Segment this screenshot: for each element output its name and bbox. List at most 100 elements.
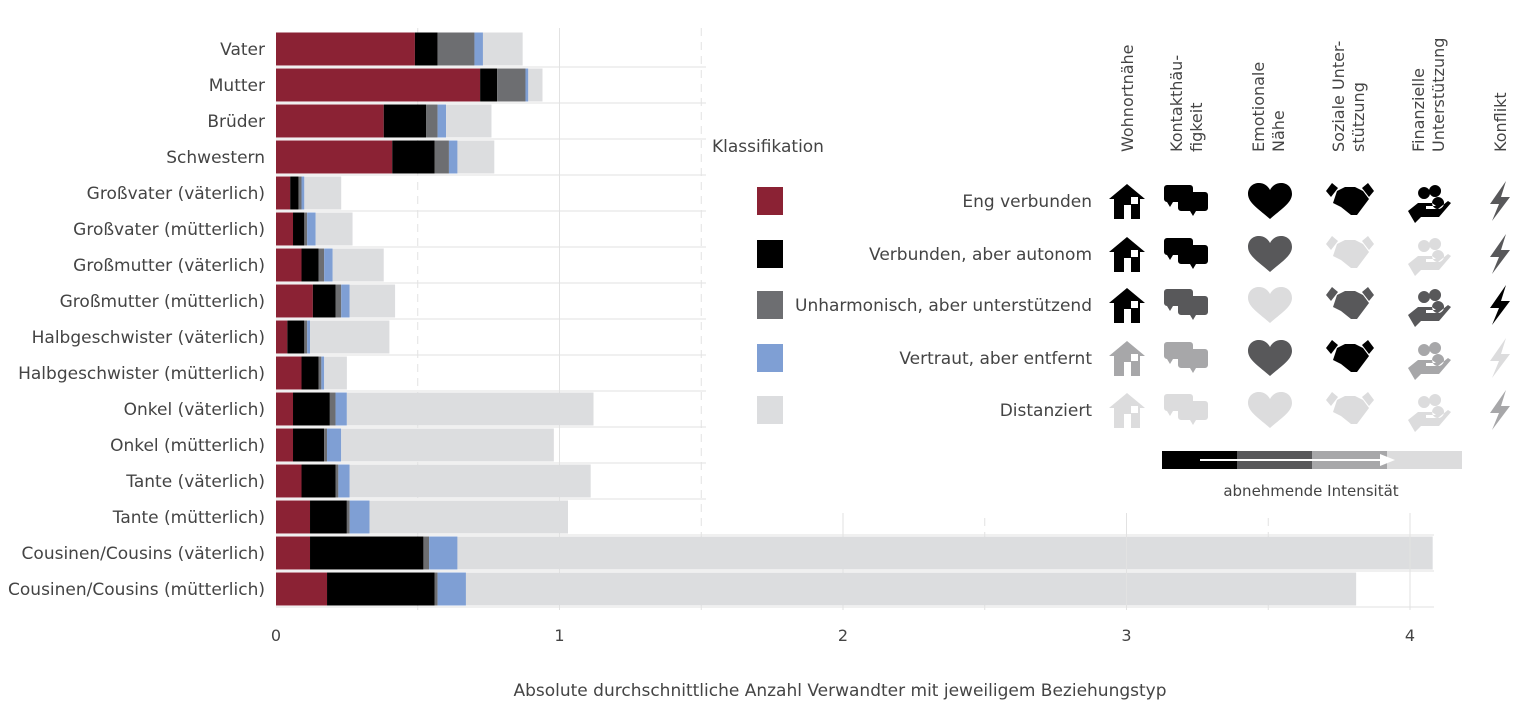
bar-segment [276, 212, 294, 246]
bar-segment [383, 104, 427, 138]
heart-icon [1248, 287, 1292, 323]
legend-swatch [757, 240, 783, 268]
bar-segment [310, 536, 424, 570]
bar-segment [448, 140, 458, 174]
bar-segment [276, 320, 288, 354]
house-icon [1109, 184, 1145, 219]
bar-segment [301, 464, 336, 498]
bar-segment [276, 104, 384, 138]
category-label: Brüder [207, 112, 265, 132]
icon-column-header: Emotionale [1249, 62, 1268, 152]
bar-segment [304, 176, 342, 210]
category-label: Onkel (väterlich) [124, 400, 265, 420]
bar-segment [304, 212, 308, 246]
category-label: Onkel (mütterlich) [110, 436, 265, 456]
category-label: Vater [220, 40, 265, 60]
legend-swatch [757, 344, 783, 372]
handshake-icon [1326, 287, 1374, 319]
category-label: Cousinen/Cousins (mütterlich) [8, 580, 265, 600]
money-hand-icon [1408, 394, 1451, 432]
house-icon [1109, 288, 1145, 323]
handshake-icon [1326, 183, 1374, 215]
bar-segment [341, 428, 554, 462]
bar-segment [290, 176, 299, 210]
x-tick-label: 3 [1121, 626, 1131, 645]
house-icon [1109, 237, 1145, 272]
legend-label: Eng verbunden [962, 192, 1092, 212]
bar-segment [315, 212, 353, 246]
bar-segment [426, 104, 438, 138]
bar-segment [318, 356, 322, 390]
x-tick-label: 4 [1405, 626, 1415, 645]
icon-column-header: Kontakthäu- [1167, 55, 1186, 152]
money-hand-icon [1408, 185, 1451, 223]
legend-swatch [757, 187, 783, 215]
bar-segment [276, 428, 294, 462]
bar-segment [429, 536, 458, 570]
bar-segment [437, 572, 466, 606]
intensity-label: abnehmende Intensität [1223, 482, 1398, 500]
bar-segment [414, 32, 438, 66]
chat-icon [1164, 394, 1208, 425]
category-label: Tante (mütterlich) [112, 508, 265, 528]
bar-segment [482, 32, 523, 66]
icon-column-header: stützung [1349, 82, 1368, 152]
bar-segment [349, 500, 370, 534]
legend-swatch [757, 396, 783, 424]
bar-segment [434, 140, 449, 174]
category-label: Schwestern [166, 148, 265, 168]
icon-column-header: Konflikt [1491, 92, 1510, 152]
bar-segment [301, 356, 319, 390]
x-tick-label: 2 [838, 626, 848, 645]
heart-icon [1248, 183, 1292, 219]
bar-segment [276, 392, 294, 426]
bar-segment [369, 500, 569, 534]
bar-segment [465, 572, 1357, 606]
bar-segment [335, 284, 342, 318]
icon-column-header: Nähe [1269, 110, 1288, 152]
bar-segment [423, 536, 430, 570]
bar-segment [321, 356, 325, 390]
category-label: Tante (väterlich) [125, 472, 265, 492]
lightning-icon [1490, 390, 1510, 430]
bar-segment [276, 140, 393, 174]
bar-segment [307, 320, 311, 354]
bar-segment [324, 248, 333, 282]
category-label: Großmutter (väterlich) [73, 256, 265, 276]
bar-segment [287, 320, 305, 354]
category-label: Mutter [209, 76, 265, 96]
bar-segment [293, 428, 325, 462]
bar-segment [480, 68, 498, 102]
bar-segment [434, 572, 438, 606]
money-hand-icon [1408, 238, 1451, 276]
bar-segment [304, 320, 308, 354]
x-tick-label: 0 [271, 626, 281, 645]
category-label: Großmutter (mütterlich) [60, 292, 265, 312]
category-label: Großvater (mütterlich) [73, 220, 265, 240]
category-label: Großvater (väterlich) [87, 184, 265, 204]
chat-icon [1164, 185, 1208, 216]
bar-segment [346, 392, 594, 426]
legend-label: Vertraut, aber entfernt [899, 349, 1092, 369]
bar-segment [324, 356, 347, 390]
bar-segment [276, 32, 415, 66]
chat-icon [1164, 289, 1208, 320]
handshake-icon [1326, 236, 1374, 268]
bar-segment [474, 32, 483, 66]
bar-segment [307, 212, 316, 246]
x-axis-label: Absolute durchschnittliche Anzahl Verwan… [513, 681, 1166, 701]
bar-segment [293, 392, 330, 426]
bar-segment [497, 68, 526, 102]
bar-segment [276, 284, 313, 318]
bar-segment [276, 464, 302, 498]
arrow-head-icon [1380, 454, 1395, 466]
icon-column-header: Unterstützung [1429, 38, 1448, 152]
bar-segment [310, 500, 347, 534]
chat-icon [1164, 342, 1208, 373]
bar-segment [276, 176, 291, 210]
category-label: Cousinen/Cousins (väterlich) [22, 544, 265, 564]
bar-segment [276, 248, 302, 282]
legend-title: Klassifikation [712, 137, 824, 157]
legend-label: Distanziert [1000, 401, 1093, 421]
